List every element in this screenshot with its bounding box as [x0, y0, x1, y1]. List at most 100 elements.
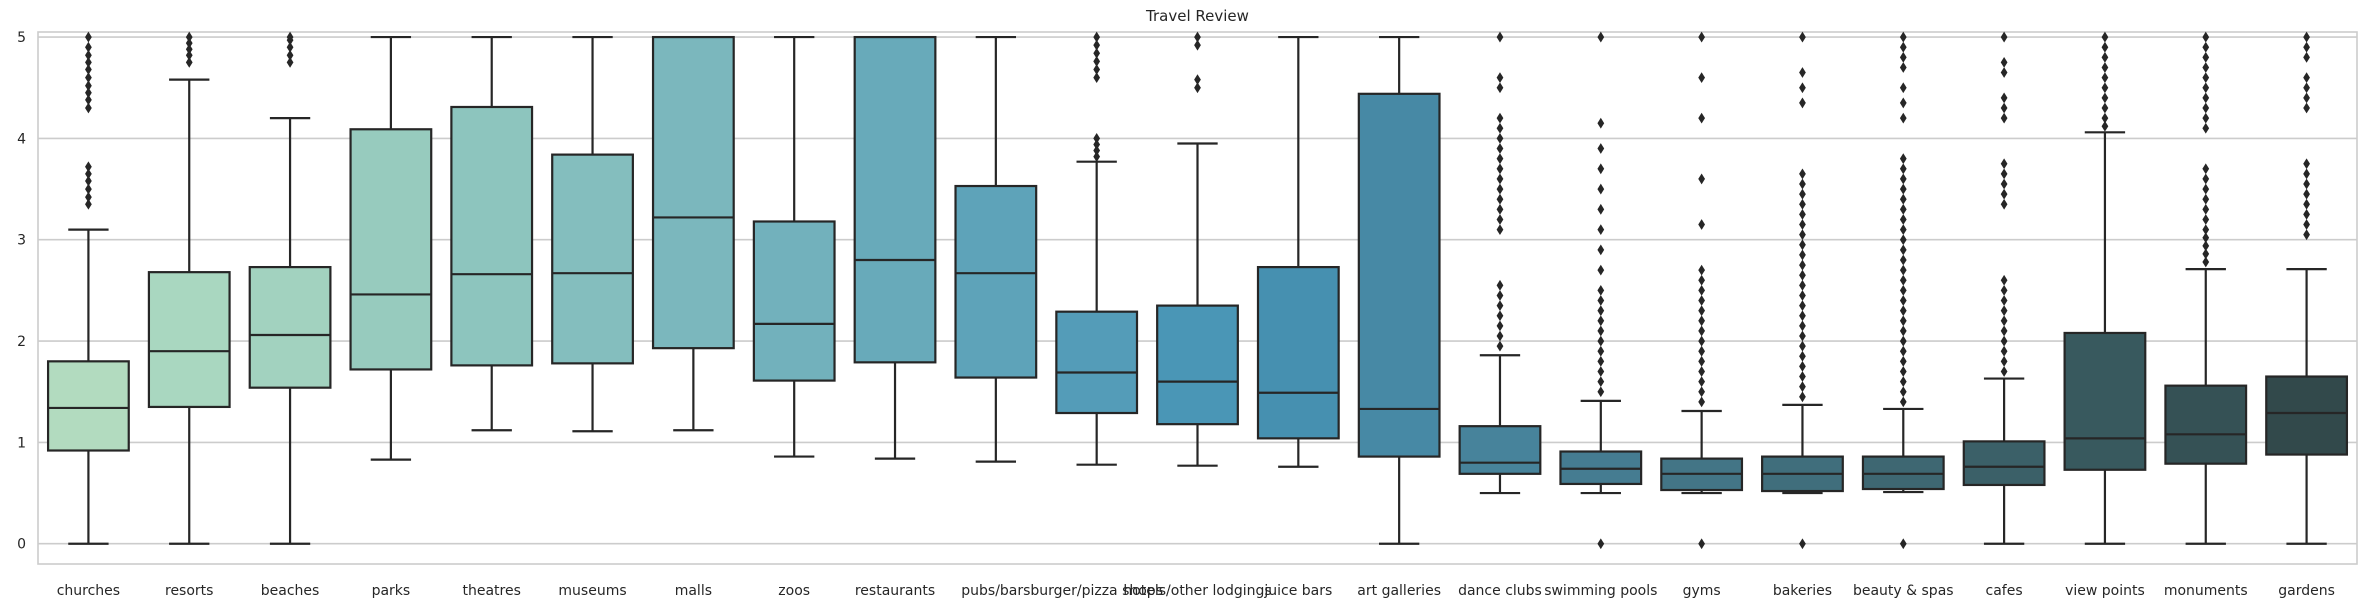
boxes [46, 31, 2349, 550]
outlier-point [2303, 168, 2310, 180]
outlier-point [1597, 163, 1605, 175]
outlier-point [2000, 345, 2008, 357]
box-group [1156, 31, 1239, 467]
outlier-point [1899, 315, 1907, 327]
box [349, 128, 433, 371]
outlier-point [1799, 279, 1806, 291]
outlier-point [1496, 112, 1504, 124]
outlier-point [286, 57, 294, 68]
outlier-point [286, 31, 294, 43]
box-group [147, 31, 231, 545]
outlier-point [1597, 355, 1605, 367]
outlier-point [1496, 279, 1504, 291]
outlier-point [2303, 219, 2310, 230]
outlier-point [2202, 31, 2210, 43]
outlier-point [2000, 178, 2008, 190]
box [1458, 425, 1542, 475]
outlier-point [1799, 300, 1806, 311]
outlier-point [1496, 340, 1504, 352]
outlier-point [85, 94, 92, 106]
outlier-point [2000, 355, 2008, 367]
outlier-point [1799, 198, 1806, 210]
outlier-point [2202, 51, 2210, 63]
outlier-point [1799, 239, 1806, 251]
outlier-point [2303, 229, 2310, 241]
outlier-point [1799, 350, 1806, 362]
box-group [450, 35, 534, 432]
outlier-point [1698, 274, 1706, 286]
outlier-point [85, 161, 92, 173]
outlier-point [1597, 305, 1605, 317]
outlier-point [2101, 120, 2109, 132]
outlier-point [1496, 72, 1504, 83]
outlier-point [2303, 188, 2310, 200]
outlier-point [2303, 82, 2310, 94]
outlier-point [1899, 345, 1907, 357]
y-tick-label: 1 [17, 435, 26, 451]
outlier-point [185, 49, 193, 61]
outlier-point [2202, 72, 2210, 83]
x-tick-label: art galleries [1357, 583, 1441, 599]
x-tick-label: pubs/bars [961, 583, 1030, 599]
outlier-point [1799, 209, 1806, 220]
outlier-point [1597, 264, 1605, 276]
outlier-point [2101, 112, 2109, 124]
outlier-point [2000, 57, 2008, 68]
outlier-point [2000, 305, 2008, 317]
outlier-point [2101, 72, 2109, 83]
outlier-point [1698, 538, 1706, 550]
outlier-point [1194, 82, 1201, 94]
outlier-point [2000, 102, 2008, 114]
outlier-point [1698, 355, 1706, 367]
outlier-point [1496, 183, 1504, 195]
outlier-point [1899, 51, 1907, 63]
box [248, 265, 332, 389]
outlier-point [1597, 335, 1605, 347]
outlier-point [1597, 244, 1605, 256]
outlier-point [1899, 305, 1907, 317]
outlier-point [1597, 315, 1605, 327]
outlier-point [1899, 386, 1907, 398]
outlier-point [1899, 193, 1907, 205]
outlier-point [1597, 224, 1605, 235]
outlier-point [1899, 62, 1907, 73]
outlier-point [2000, 188, 2008, 200]
outlier-point [1799, 320, 1806, 332]
box-group [1761, 31, 1844, 550]
x-tick-label: restaurants [855, 583, 935, 599]
outlier-point [2000, 92, 2008, 104]
outlier-point [2101, 82, 2109, 94]
outlier-point [1899, 254, 1907, 266]
outlier-point [1899, 183, 1907, 195]
x-tick-label: hotels/other lodgings [1123, 583, 1271, 599]
outlier-point [2202, 102, 2210, 114]
outlier-point [1093, 151, 1101, 163]
outlier-point [1698, 31, 1706, 43]
outlier-point [2000, 168, 2008, 180]
outlier-point [1899, 173, 1907, 185]
outlier-point [1799, 340, 1806, 352]
outlier-point [1597, 203, 1605, 215]
outlier-point [1194, 39, 1201, 51]
outlier-point [2303, 41, 2310, 53]
outlier-point [2202, 62, 2210, 73]
outlier-point [1597, 345, 1605, 357]
outlier-point [2000, 315, 2008, 327]
box-group [1458, 31, 1542, 495]
outlier-point [85, 191, 92, 203]
outlier-point [1093, 139, 1101, 150]
outlier-point [1799, 178, 1806, 190]
outlier-point [1698, 345, 1706, 357]
outlier-point [2000, 295, 2008, 306]
outlier-point [1899, 396, 1907, 408]
box [651, 35, 735, 350]
outlier-point [1698, 285, 1706, 296]
outlier-point [1698, 396, 1706, 408]
outlier-point [2303, 198, 2310, 210]
outlier-point [2000, 67, 2008, 78]
outlier-point [1597, 376, 1605, 387]
outlier-point [1698, 72, 1706, 83]
outlier-point [1799, 381, 1806, 393]
outlier-point [2101, 51, 2109, 63]
outlier-point [1899, 203, 1907, 215]
